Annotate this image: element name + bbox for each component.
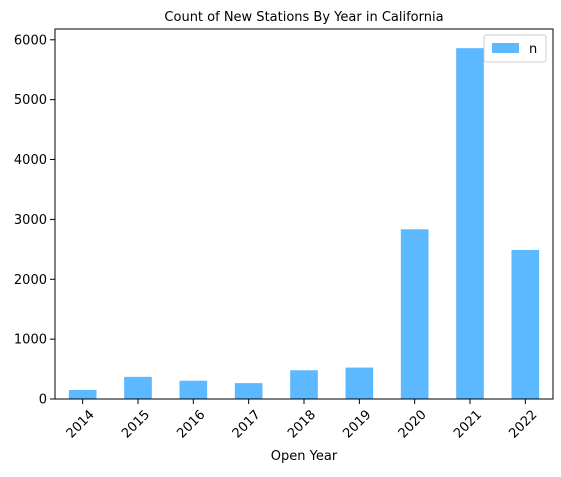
y-tick-label: 3000 bbox=[14, 213, 47, 228]
bar-2017 bbox=[234, 383, 263, 399]
y-tick-label: 2000 bbox=[14, 273, 47, 288]
bar-2016 bbox=[179, 380, 208, 399]
bar-2015 bbox=[124, 376, 152, 399]
x-axis-label: Open Year bbox=[271, 449, 338, 464]
bar-2018 bbox=[290, 370, 318, 399]
x-tick-label: 2017 bbox=[230, 407, 264, 441]
bars-layer bbox=[68, 48, 540, 399]
x-tick-label: 2019 bbox=[340, 407, 374, 441]
bar-2014 bbox=[68, 390, 97, 399]
y-tick-label: 4000 bbox=[14, 153, 47, 168]
legend-label: n bbox=[529, 42, 537, 57]
x-tick-label: 2022 bbox=[506, 407, 540, 441]
x-tick-label: 2020 bbox=[396, 407, 430, 441]
legend: n bbox=[483, 34, 547, 63]
bar-2020 bbox=[400, 229, 429, 399]
y-tick-label: 0 bbox=[39, 393, 47, 408]
x-tick-label: 2016 bbox=[174, 407, 208, 441]
x-tick-label: 2021 bbox=[451, 407, 485, 441]
chart-title: Count of New Stations By Year in Califor… bbox=[164, 10, 443, 25]
y-tick-label: 1000 bbox=[14, 333, 47, 348]
y-tick-label: 6000 bbox=[14, 33, 47, 48]
bar-2022 bbox=[511, 249, 540, 399]
y-axis: 0 1000 2000 3000 4000 5000 6000 bbox=[14, 33, 55, 408]
x-axis: 2014 2015 2016 2017 2018 2019 2020 2021 2022 bbox=[64, 399, 540, 441]
x-tick-label: 2014 bbox=[64, 407, 98, 441]
x-tick-label: 2018 bbox=[285, 407, 319, 441]
bar-2019 bbox=[345, 367, 374, 399]
bar-2021 bbox=[456, 48, 484, 399]
x-tick-label: 2015 bbox=[119, 407, 153, 441]
legend-swatch bbox=[492, 43, 519, 53]
y-tick-label: 5000 bbox=[14, 93, 47, 108]
